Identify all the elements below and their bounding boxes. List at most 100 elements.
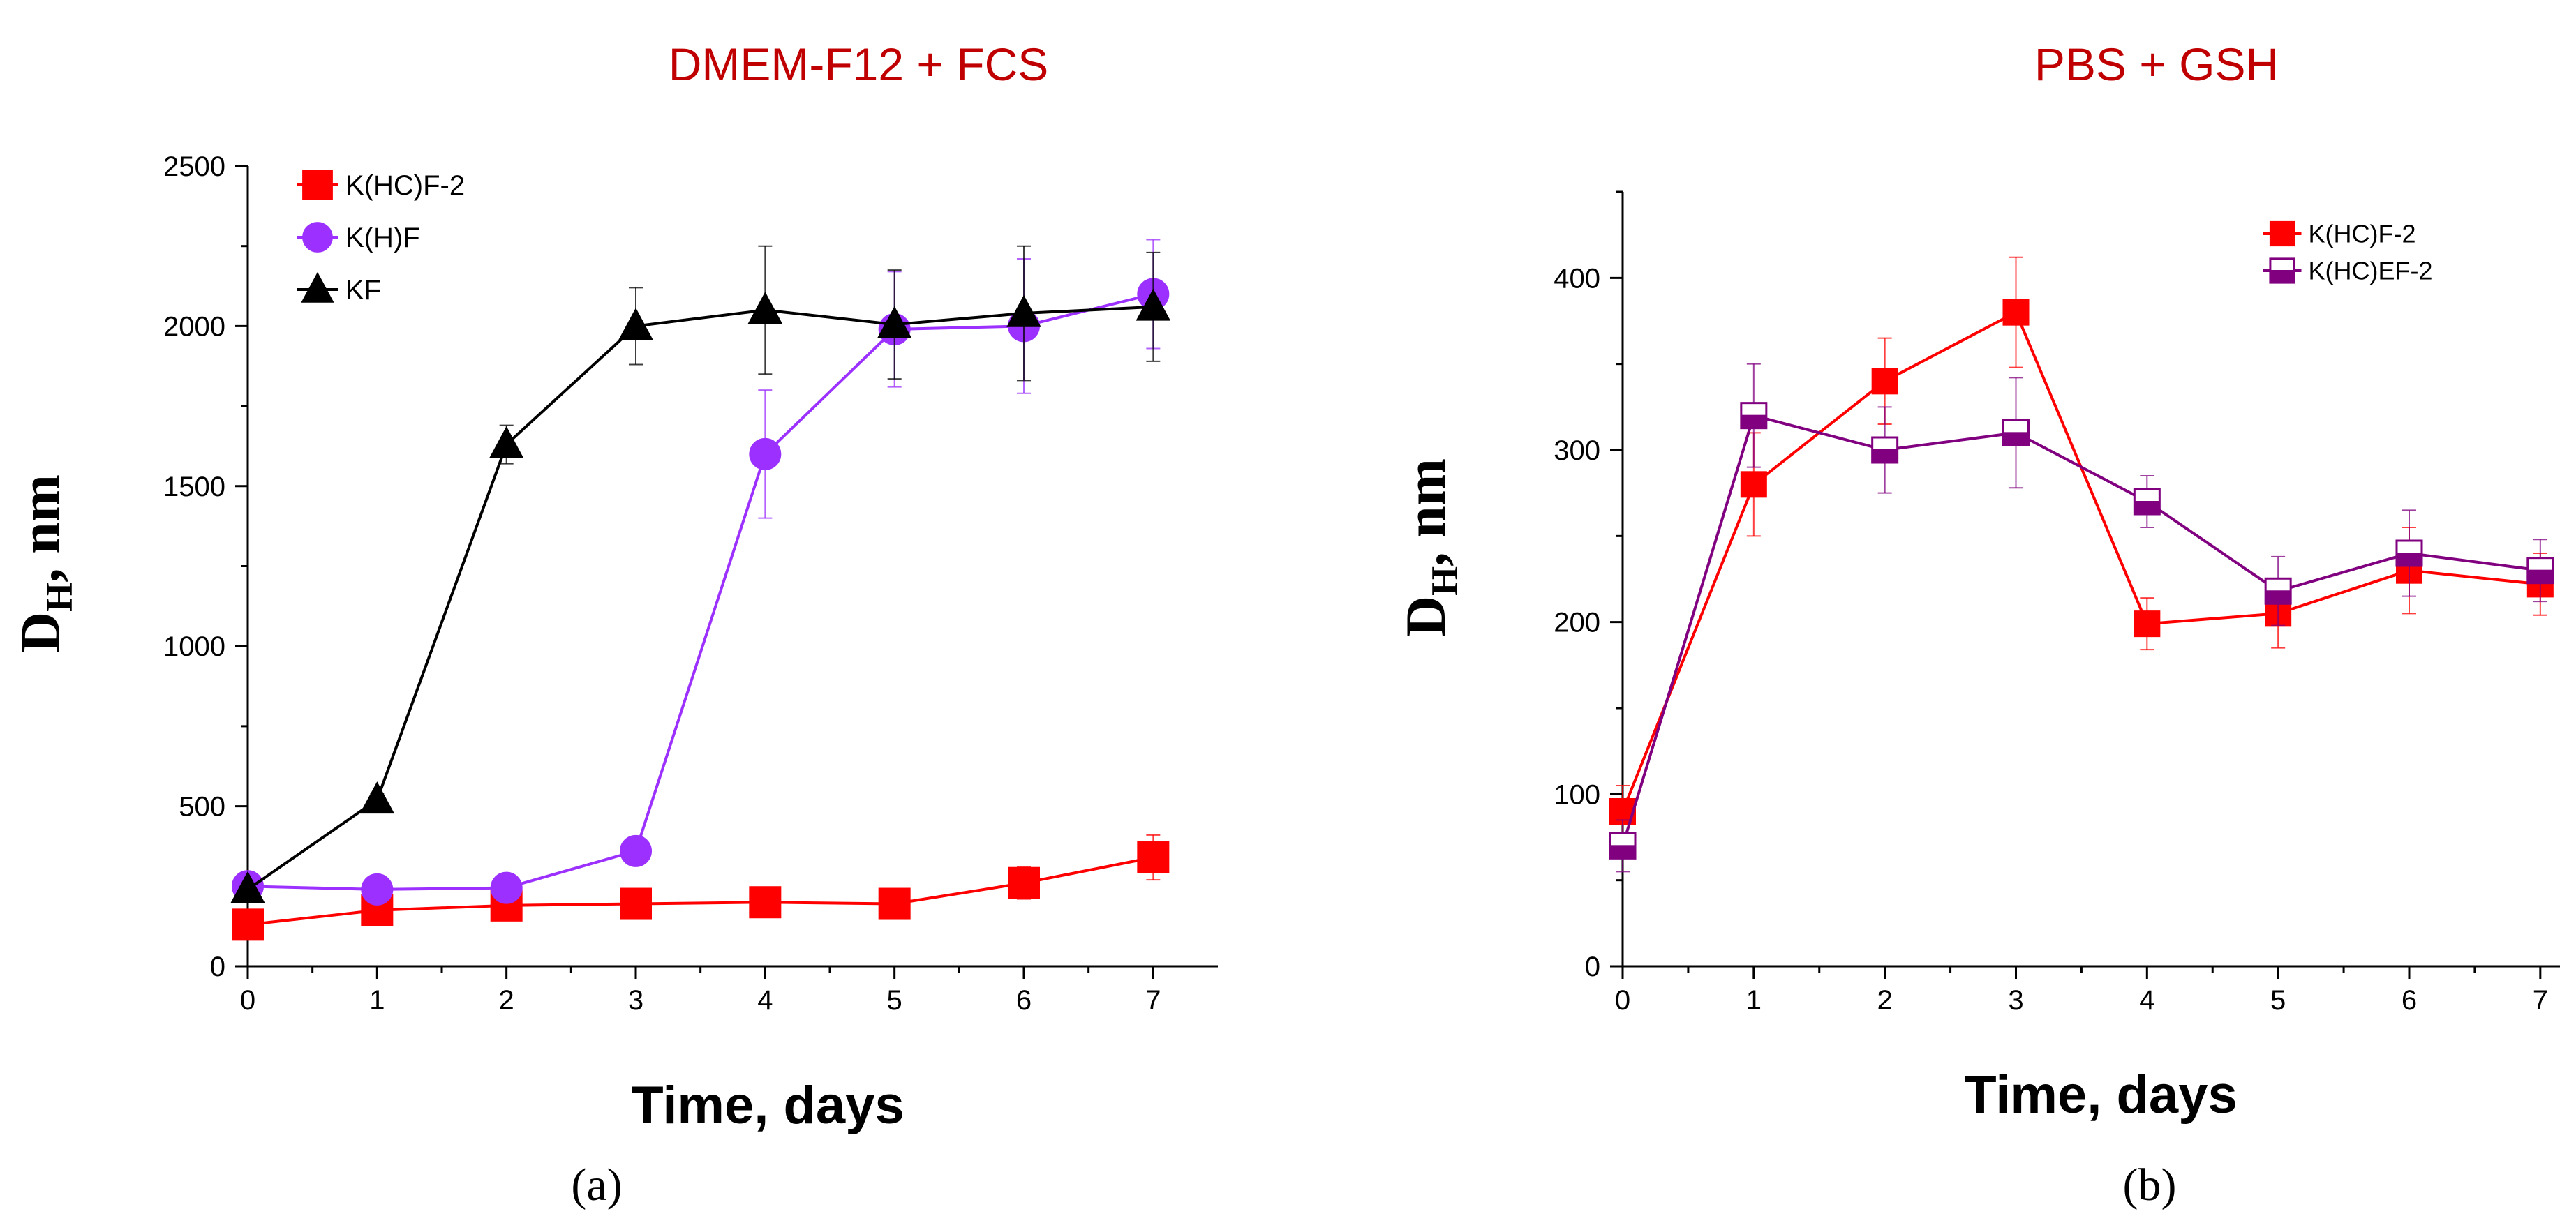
a-data-point bbox=[618, 308, 653, 340]
a-y-tick-label: 1000 bbox=[163, 631, 225, 662]
b-x-tick-label: 0 bbox=[1615, 985, 1630, 1016]
b-x-tick-label: 1 bbox=[1746, 985, 1762, 1016]
a-data-point bbox=[1137, 841, 1170, 874]
b-data-point bbox=[2395, 539, 2423, 567]
a-x-tick-label: 7 bbox=[1145, 985, 1161, 1016]
a-legend-marker bbox=[302, 222, 333, 253]
a-y-tick-label: 1500 bbox=[163, 472, 225, 502]
a-x-tick-label: 1 bbox=[369, 985, 385, 1016]
a-chart-title: DMEM-F12 + FCS bbox=[669, 38, 1049, 90]
a-data-point bbox=[361, 873, 394, 906]
a-data-point bbox=[232, 908, 264, 941]
b-series-1 bbox=[1609, 363, 2554, 873]
a-series-line bbox=[246, 305, 1154, 891]
b-y-tick-label: 0 bbox=[1585, 952, 1600, 982]
b-y-axis-label-sub: H bbox=[1424, 566, 1466, 596]
a-legend-marker bbox=[302, 170, 333, 200]
a-data-point bbox=[877, 306, 912, 338]
b-data-point-fill bbox=[1609, 845, 1636, 860]
b-data-point bbox=[1871, 368, 1898, 395]
a-y-tick-label: 2000 bbox=[163, 311, 225, 342]
a-data-point bbox=[1136, 288, 1171, 321]
panel-b: PBS + GSH 0 1 2 3 4 5 6 7 0 100 200 300 400 Time, days… bbox=[1394, 38, 2560, 1210]
b-x-axis-label: Time, days bbox=[1964, 1065, 2237, 1125]
b-data-point bbox=[2002, 299, 2030, 326]
b-data-point-fill bbox=[2526, 569, 2554, 584]
a-legend-label: K(HC)F-2 bbox=[345, 170, 465, 201]
a-y-axis-label: DH, nm bbox=[8, 474, 80, 653]
b-series-line bbox=[1621, 414, 2541, 846]
b-data-point-fill bbox=[2134, 501, 2161, 515]
a-y-tick-label: 500 bbox=[179, 792, 225, 823]
b-y-tick-label: 100 bbox=[1554, 779, 1600, 810]
a-panel-label: (a) bbox=[571, 1159, 622, 1210]
a-data-point bbox=[1008, 866, 1040, 899]
a-series-0 bbox=[232, 834, 1170, 941]
a-x-tick-label: 6 bbox=[1016, 985, 1032, 1016]
b-x-tick-label: 7 bbox=[2533, 985, 2548, 1016]
a-data-point bbox=[490, 871, 523, 904]
a-legend: K(HC)F-2 K(H)F KF bbox=[297, 170, 465, 306]
b-y-axis-label: DH, nm bbox=[1394, 458, 1466, 637]
b-x-tick-label: 6 bbox=[2402, 985, 2417, 1016]
b-y-tick-label: 400 bbox=[1554, 263, 1600, 294]
b-data-point bbox=[2526, 557, 2554, 585]
a-legend-label: KF bbox=[345, 275, 381, 306]
b-legend-label: K(HC)EF-2 bbox=[2309, 257, 2433, 285]
a-y-axis-label-main: D bbox=[8, 612, 72, 653]
a-legend-marker bbox=[301, 271, 334, 303]
b-legend-label: K(HC)F-2 bbox=[2309, 220, 2416, 248]
b-panel-label: (b) bbox=[2123, 1159, 2177, 1210]
a-x-tick-label: 0 bbox=[240, 985, 255, 1016]
b-x-tick-label: 3 bbox=[2008, 985, 2023, 1016]
a-x-tick-label: 2 bbox=[499, 985, 514, 1016]
a-x-tick-label: 4 bbox=[757, 985, 773, 1016]
a-y-axis-label-rest: , nm bbox=[8, 474, 72, 583]
b-data-point-fill bbox=[1740, 414, 1767, 429]
b-data-point bbox=[1609, 832, 1637, 860]
b-y-tick-label: 200 bbox=[1554, 608, 1600, 638]
b-data-point bbox=[1740, 402, 1768, 430]
a-y-tick-label: 0 bbox=[210, 952, 225, 982]
panel-a: DMEM-F12 + FCS 0 1 2 3 4 5 6 7 0 500 1000 1500 2000 25… bbox=[8, 38, 1218, 1210]
a-series-2 bbox=[230, 245, 1171, 903]
b-y-axis-label-main: D bbox=[1394, 596, 1457, 637]
b-y-axis-label-rest: , nm bbox=[1394, 458, 1457, 566]
b-x-tick-label: 4 bbox=[2139, 985, 2154, 1016]
a-series-line bbox=[247, 856, 1154, 926]
b-data-point bbox=[2264, 577, 2292, 605]
a-data-point bbox=[489, 426, 524, 458]
a-data-point bbox=[878, 887, 911, 920]
a-y-axis-label-sub: H bbox=[38, 583, 80, 612]
a-data-point bbox=[230, 871, 265, 903]
a-data-point bbox=[749, 886, 782, 919]
b-data-point bbox=[1740, 471, 1767, 498]
a-series-line bbox=[247, 292, 1154, 891]
a-legend-label: K(H)F bbox=[345, 223, 420, 253]
a-x-tick-label: 3 bbox=[628, 985, 643, 1016]
b-chart-title: PBS + GSH bbox=[2034, 38, 2279, 90]
a-x-axis-label: Time, days bbox=[631, 1076, 904, 1135]
b-y-tick-label: 300 bbox=[1554, 435, 1600, 466]
b-data-point bbox=[1871, 436, 1899, 464]
a-y-tick-label: 2500 bbox=[163, 151, 225, 182]
b-legend-marker bbox=[2269, 220, 2295, 247]
b-legend-marker bbox=[2269, 257, 2295, 284]
b-data-point-fill bbox=[1871, 449, 1898, 463]
b-data-point bbox=[2002, 419, 2030, 446]
b-data-point-fill bbox=[2002, 432, 2030, 446]
b-legend: K(HC)F-2 K(HC)EF-2 bbox=[2263, 220, 2433, 285]
a-data-point bbox=[620, 887, 652, 920]
a-data-point bbox=[620, 834, 652, 867]
a-data-point bbox=[359, 781, 395, 814]
b-x-tick-label: 2 bbox=[1877, 985, 1893, 1016]
b-data-point bbox=[2133, 488, 2161, 516]
a-data-point bbox=[747, 292, 783, 324]
b-data-point-fill bbox=[2395, 553, 2422, 566]
a-x-tick-label: 5 bbox=[887, 985, 902, 1016]
b-legend-marker-fill bbox=[2269, 270, 2295, 284]
b-data-point-fill bbox=[2265, 590, 2292, 605]
b-data-point bbox=[2134, 610, 2161, 638]
a-data-point bbox=[1006, 294, 1041, 327]
